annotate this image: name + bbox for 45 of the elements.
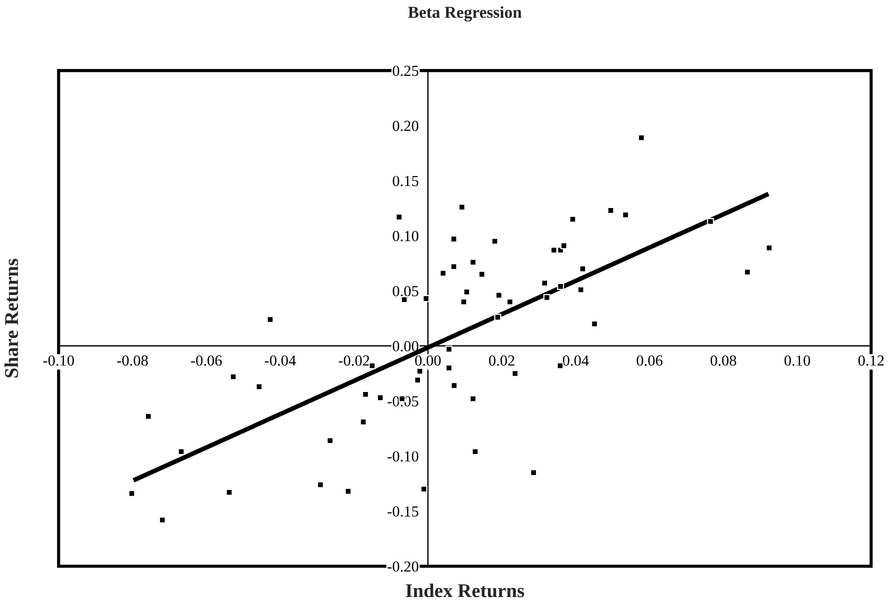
x-tick-label: 0.04 (562, 355, 589, 366)
point (256, 383, 263, 390)
point (376, 394, 384, 402)
x-tick-label: -0.10 (43, 355, 74, 366)
y-tick-label: 0.15 (392, 176, 418, 186)
y-tick-label: 0.25 (392, 66, 418, 76)
y-tick-label: -0.15 (388, 506, 418, 517)
x-tick-label: 0.08 (710, 355, 736, 366)
point (491, 238, 498, 245)
point (445, 346, 452, 353)
x-tick-label: -0.04 (264, 355, 296, 366)
point (495, 292, 502, 299)
point (569, 216, 576, 223)
x-tick-label: -0.08 (117, 355, 148, 366)
y-tick-label: 0.20 (392, 120, 418, 132)
point (416, 368, 424, 375)
y-tick-label: -0.20 (388, 561, 418, 572)
point (422, 295, 430, 302)
point (557, 282, 564, 290)
y-tick-label: -0.10 (388, 451, 418, 462)
x-tick-label: 0.02 (489, 355, 514, 366)
point (560, 242, 568, 250)
x-tick-label: 0.10 (784, 355, 810, 366)
x-axis-title: Index Returns (406, 584, 524, 598)
x-tick-label: -0.06 (190, 355, 222, 366)
point (577, 286, 584, 294)
y-tick-label: 0.05 (392, 286, 418, 296)
point (344, 488, 352, 495)
y-tick-label: 0.00 (392, 341, 418, 352)
y-axis-title: Share Returns (4, 258, 18, 378)
y-tick-label: 0.10 (392, 230, 418, 242)
x-tick-label: 0.12 (858, 355, 884, 366)
x-tick-label: 0.00 (415, 355, 441, 366)
point (579, 265, 586, 272)
point (543, 294, 550, 301)
point (368, 362, 376, 370)
point (494, 314, 502, 321)
point (706, 218, 714, 225)
point (178, 448, 185, 456)
point (230, 373, 237, 380)
x-tick-label: 0.06 (636, 355, 662, 366)
point (420, 486, 428, 493)
x-tick-label: -0.02 (338, 355, 370, 366)
chart-title: Beta Regression (408, 6, 522, 22)
point (478, 270, 486, 278)
